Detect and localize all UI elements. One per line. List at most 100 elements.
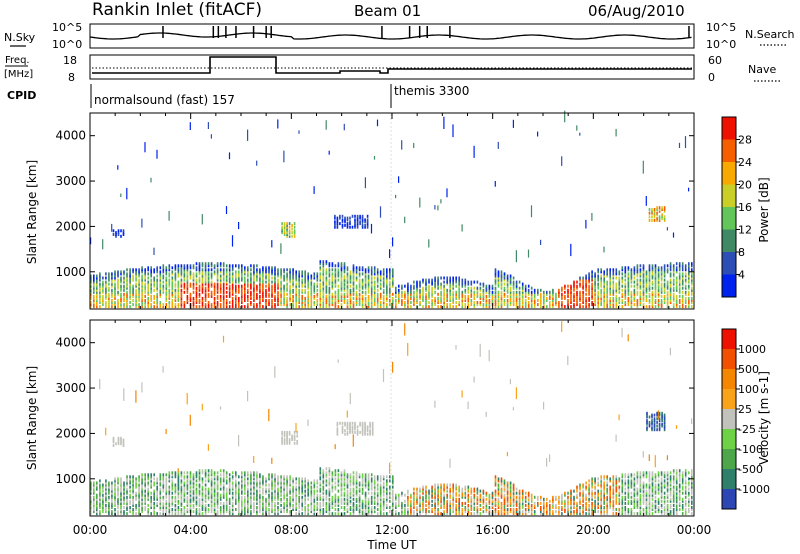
- data-cell: [325, 501, 328, 505]
- data-cell: [336, 225, 339, 229]
- data-cell: [292, 305, 294, 309]
- data-cell: [636, 268, 639, 272]
- data-cell: [138, 487, 140, 491]
- data-cell: [603, 246, 605, 253]
- data-cell: [247, 274, 249, 278]
- data-cell: [624, 284, 627, 288]
- data-cell: [198, 508, 201, 511]
- data-cell: [681, 266, 684, 270]
- data-cell: [114, 493, 116, 497]
- data-cell: [367, 503, 370, 507]
- data-cell: [669, 280, 672, 284]
- data-cell: [235, 272, 237, 276]
- data-cell: [627, 284, 630, 288]
- data-cell: [446, 292, 448, 296]
- data-cell: [488, 305, 491, 309]
- data-cell: [250, 264, 252, 268]
- data-cell: [207, 274, 210, 278]
- data-cell: [334, 272, 337, 276]
- data-cell: [256, 508, 258, 511]
- data-cell: [340, 479, 343, 483]
- data-cell: [283, 487, 285, 491]
- data-cell: [114, 499, 116, 503]
- data-cell: [379, 284, 382, 288]
- data-cell: [268, 499, 270, 503]
- data-cell: [250, 280, 252, 284]
- data-cell: [367, 280, 370, 284]
- data-cell: [283, 510, 285, 514]
- data-cell: [247, 305, 249, 309]
- data-cell: [241, 266, 243, 270]
- data-cell: [114, 477, 116, 481]
- data-cell: [389, 280, 391, 284]
- data-cell: [386, 497, 388, 501]
- data-cell: [120, 229, 122, 233]
- data-cell: [259, 479, 261, 483]
- data-cell: [225, 471, 228, 475]
- data-cell: [192, 303, 195, 307]
- data-cell: [627, 290, 630, 294]
- data-cell: [244, 278, 246, 282]
- data-cell: [497, 301, 500, 304]
- data-cell: [564, 305, 566, 309]
- data-cell: [165, 493, 168, 497]
- data-cell: [678, 290, 681, 294]
- data-cell: [464, 288, 467, 292]
- data-cell: [603, 282, 605, 286]
- data-cell: [503, 282, 506, 286]
- data-cell: [395, 303, 397, 307]
- data-cell: [600, 270, 602, 274]
- data-cell: [256, 274, 258, 278]
- data-cell: [280, 294, 282, 298]
- data-cell: [597, 274, 599, 278]
- data-cell: [147, 473, 149, 477]
- data-cell: [346, 497, 349, 501]
- data-cell: [283, 270, 285, 274]
- data-cell: [198, 299, 201, 302]
- data-cell: [171, 473, 174, 477]
- data-cell: [201, 497, 204, 501]
- data-cell: [213, 264, 216, 268]
- data-cell: [449, 284, 451, 288]
- data-cell: [582, 296, 584, 300]
- data-cell: [247, 506, 249, 509]
- data-cell: [225, 489, 228, 493]
- data-cell: [455, 284, 457, 288]
- data-cell: [497, 278, 500, 282]
- data-cell: [386, 305, 388, 309]
- data-cell: [159, 503, 162, 507]
- data-cell: [382, 493, 385, 497]
- data-cell: [93, 487, 95, 491]
- data-cell: [355, 266, 358, 270]
- data-cell: [210, 506, 213, 509]
- data-cell: [274, 272, 276, 276]
- data-cell: [219, 282, 222, 286]
- data-cell: [461, 303, 464, 307]
- data-cell: [271, 272, 273, 276]
- data-cell: [231, 510, 234, 514]
- data-cell: [241, 510, 243, 514]
- data-cell: [277, 477, 279, 481]
- data-cell: [277, 491, 279, 495]
- data-cell: [241, 489, 243, 493]
- data-cell: [195, 489, 198, 493]
- data-cell: [180, 305, 183, 309]
- data-cell: [210, 473, 213, 477]
- data-cell: [346, 485, 349, 489]
- data-cell: [259, 506, 261, 509]
- data-cell: [147, 272, 149, 276]
- data-cell: [219, 286, 222, 290]
- data-cell: [337, 497, 340, 501]
- data-cell: [219, 303, 222, 307]
- data-cell: [624, 288, 627, 292]
- data-cell: [642, 272, 645, 276]
- data-cell: [171, 497, 174, 501]
- data-cell: [244, 282, 246, 286]
- data-cell: [657, 270, 660, 274]
- data-cell: [325, 471, 328, 475]
- data-cell: [262, 489, 264, 493]
- data-cell: [201, 280, 204, 284]
- data-cell: [642, 299, 645, 302]
- data-cell: [366, 220, 369, 224]
- data-cell: [213, 501, 216, 505]
